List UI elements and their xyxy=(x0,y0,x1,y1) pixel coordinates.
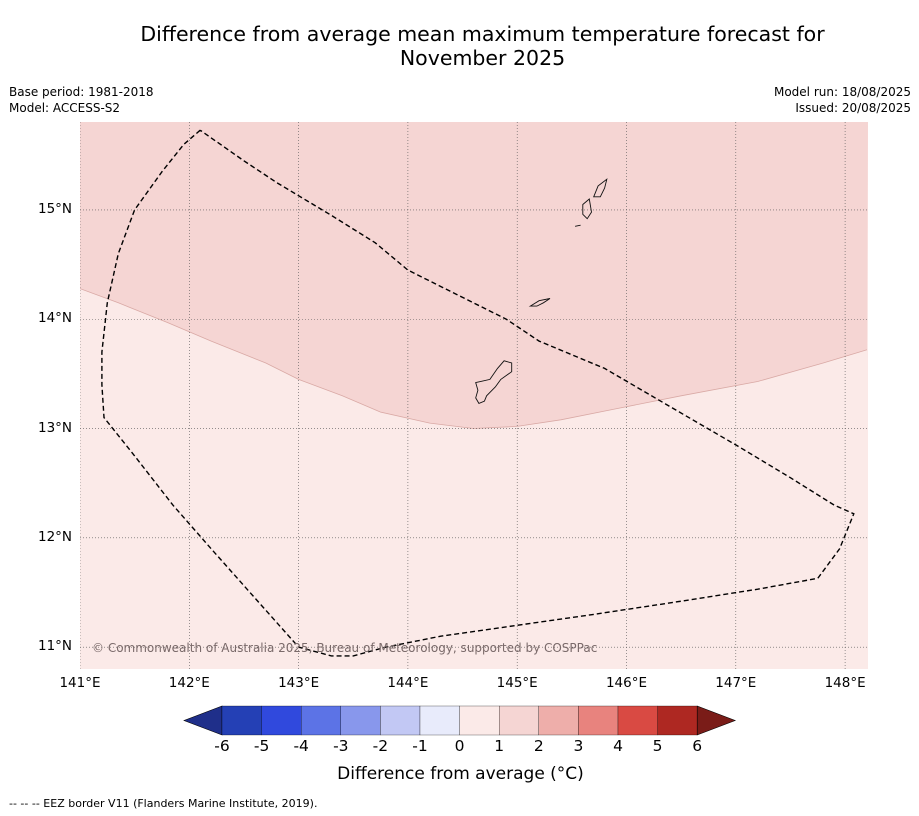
island-aguijan xyxy=(575,224,581,227)
colorbar-tick-label: 1 xyxy=(494,737,505,755)
longitude-label: 146°E xyxy=(605,675,648,691)
latitude-label: 12°N xyxy=(38,528,73,545)
longitude-label: 148°E xyxy=(824,675,866,691)
title-line-1: Difference from average mean maximum tem… xyxy=(140,22,825,46)
colorbar-tick-label: 6 xyxy=(692,737,703,755)
map-canvas xyxy=(80,122,868,669)
colorbar-extend-high xyxy=(696,705,737,736)
colorbar-segment xyxy=(657,705,698,736)
longitude-label: 141°E xyxy=(59,675,101,691)
latitude-label: 15°N xyxy=(38,200,73,217)
map-title: Difference from average mean maximum tem… xyxy=(0,22,919,70)
map-panel xyxy=(80,122,868,669)
model-run: Model run: 18/08/2025 xyxy=(773,85,911,99)
colorbar-segment xyxy=(340,705,381,736)
colorbar xyxy=(183,705,737,736)
longitude-label: 142°E xyxy=(168,675,210,691)
colorbar-segment xyxy=(221,705,262,736)
colorbar-tick-label: 5 xyxy=(652,737,663,755)
island-guam xyxy=(475,360,513,404)
anomaly-contour-line xyxy=(80,288,868,429)
longitude-label: 143°E xyxy=(278,675,320,691)
eez-footnote: -- -- -- EEZ border V11 (Flanders Marine… xyxy=(9,797,318,810)
title-line-2: November 2025 xyxy=(399,46,566,70)
colorbar-title: Difference from average (°C) xyxy=(337,764,584,784)
colorbar-segment xyxy=(538,705,579,736)
colorbar-tick-label: -5 xyxy=(253,737,270,755)
island-tinian xyxy=(582,198,592,220)
island-saipan xyxy=(593,178,608,198)
longitude-label: 147°E xyxy=(715,675,757,691)
colorbar-tick-label: -3 xyxy=(333,737,349,755)
latitude-label: 14°N xyxy=(38,310,73,327)
metadata-right: Model run: 18/08/2025 Issued: 20/08/2025 xyxy=(774,84,911,116)
colorbar-tick-label: -6 xyxy=(214,737,230,755)
colorbar-segment xyxy=(459,705,500,736)
colorbar-segment xyxy=(380,705,421,736)
latitude-label: 11°N xyxy=(38,638,73,655)
copyright-notice: © Commonwealth of Australia 2025, Bureau… xyxy=(92,641,598,655)
colorbar-tick-label: 4 xyxy=(613,737,623,755)
latitude-label: 13°N xyxy=(38,419,73,436)
colorbar-tick-label: 2 xyxy=(533,737,544,755)
island-rota xyxy=(528,298,551,307)
metadata-left: Base period: 1981-2018 Model: ACCESS-S2 xyxy=(9,84,154,116)
longitude-label: 145°E xyxy=(496,675,538,691)
model-name: Model: ACCESS-S2 xyxy=(9,101,121,115)
colorbar-segment xyxy=(301,705,341,736)
colorbar-segment xyxy=(578,705,619,736)
colorbar-segment xyxy=(499,705,539,736)
colorbar-tick-label: 3 xyxy=(573,737,584,755)
eez-border-line xyxy=(101,129,855,657)
anomaly-region-1-2 xyxy=(80,122,868,429)
colorbar-segment xyxy=(261,705,302,736)
colorbar-segment xyxy=(617,705,658,736)
issued-date: Issued: 20/08/2025 xyxy=(795,101,911,115)
base-period: Base period: 1981-2018 xyxy=(9,85,154,99)
colorbar-extend-low xyxy=(183,705,223,736)
longitude-label: 144°E xyxy=(387,675,429,691)
colorbar-tick-label: -4 xyxy=(293,737,309,755)
colorbar-segment xyxy=(419,705,460,736)
colorbar-tick-label: 0 xyxy=(454,737,465,755)
colorbar-tick-label: -2 xyxy=(372,737,389,755)
colorbar-tick-label: -1 xyxy=(412,737,428,755)
